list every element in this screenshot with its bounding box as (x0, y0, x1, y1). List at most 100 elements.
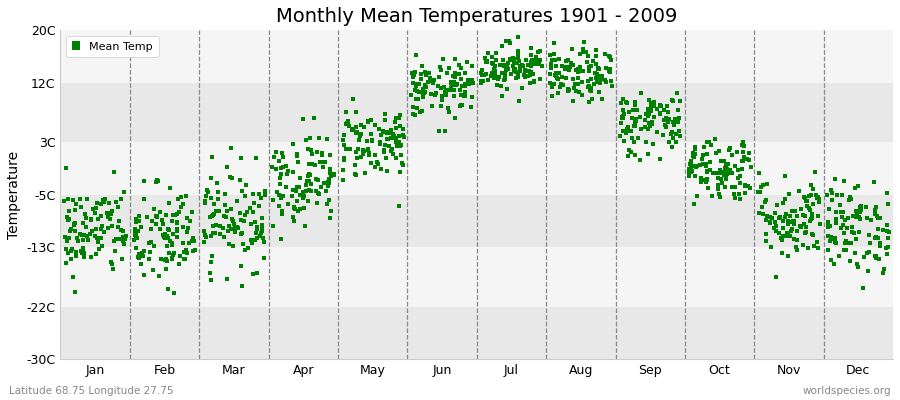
Point (434, 85, 448, 92)
Point (255, 224, 269, 231)
Point (389, 138, 403, 145)
Point (290, 184, 304, 190)
Point (590, 65, 605, 71)
Point (66, 274, 80, 281)
Point (243, 205, 257, 211)
Point (523, 80, 537, 87)
Point (79, 224, 94, 230)
Point (107, 238, 122, 244)
Point (640, 111, 654, 117)
Point (619, 99, 634, 106)
Point (878, 245, 893, 252)
Point (389, 115, 403, 121)
Point (806, 242, 821, 249)
Point (203, 270, 218, 276)
Point (415, 63, 429, 69)
Point (132, 213, 147, 219)
Point (445, 80, 459, 86)
Point (547, 40, 562, 46)
Point (721, 170, 735, 177)
Point (828, 235, 842, 242)
Point (697, 177, 711, 184)
Point (293, 191, 308, 198)
Point (488, 62, 502, 69)
Point (485, 70, 500, 76)
Point (115, 228, 130, 234)
Point (406, 73, 420, 80)
Point (341, 118, 356, 124)
Point (77, 211, 92, 217)
Point (234, 262, 248, 269)
Point (128, 232, 142, 238)
Point (628, 102, 643, 108)
Point (131, 218, 146, 224)
Point (833, 202, 848, 208)
Point (604, 78, 618, 84)
Point (184, 209, 199, 216)
Point (392, 203, 406, 210)
Point (356, 151, 370, 157)
Bar (60, 83, 893, 142)
Point (827, 176, 842, 182)
Point (767, 224, 781, 231)
Point (700, 167, 715, 174)
Point (526, 71, 540, 77)
Point (113, 196, 128, 202)
Point (800, 203, 814, 209)
Point (158, 256, 172, 263)
Point (323, 170, 338, 177)
Point (318, 159, 332, 165)
Point (688, 164, 703, 170)
Point (672, 115, 687, 121)
Point (860, 250, 874, 256)
Point (211, 196, 225, 202)
Point (136, 253, 150, 260)
Point (734, 142, 749, 148)
Point (644, 108, 658, 114)
Point (854, 203, 868, 210)
Point (224, 206, 238, 212)
Point (776, 218, 790, 224)
Point (659, 117, 673, 123)
Point (68, 228, 82, 234)
Point (285, 169, 300, 176)
Point (353, 132, 367, 139)
Point (322, 167, 337, 174)
Point (689, 163, 704, 169)
Point (364, 137, 379, 143)
Point (57, 198, 71, 204)
Point (351, 146, 365, 152)
Point (414, 71, 428, 78)
Point (598, 77, 612, 83)
Point (842, 197, 856, 203)
Point (346, 126, 360, 132)
Point (873, 240, 887, 246)
Point (845, 229, 859, 235)
Point (84, 217, 98, 224)
Point (310, 176, 325, 183)
Legend: Mean Temp: Mean Temp (66, 36, 158, 57)
Point (130, 254, 145, 261)
Point (509, 75, 524, 81)
Point (662, 116, 676, 122)
Point (69, 200, 84, 207)
Point (162, 250, 176, 256)
Point (392, 114, 407, 121)
Point (718, 164, 733, 170)
Point (492, 62, 507, 69)
Point (211, 189, 225, 196)
Point (873, 215, 887, 221)
Point (137, 196, 151, 202)
Point (254, 195, 268, 201)
Point (279, 163, 293, 170)
Point (356, 124, 371, 131)
Point (314, 150, 328, 156)
Point (303, 135, 318, 141)
Point (374, 166, 388, 172)
Point (637, 124, 652, 130)
Point (223, 174, 238, 180)
Point (784, 228, 798, 235)
Point (770, 202, 784, 208)
Point (580, 78, 595, 84)
Point (862, 249, 877, 256)
